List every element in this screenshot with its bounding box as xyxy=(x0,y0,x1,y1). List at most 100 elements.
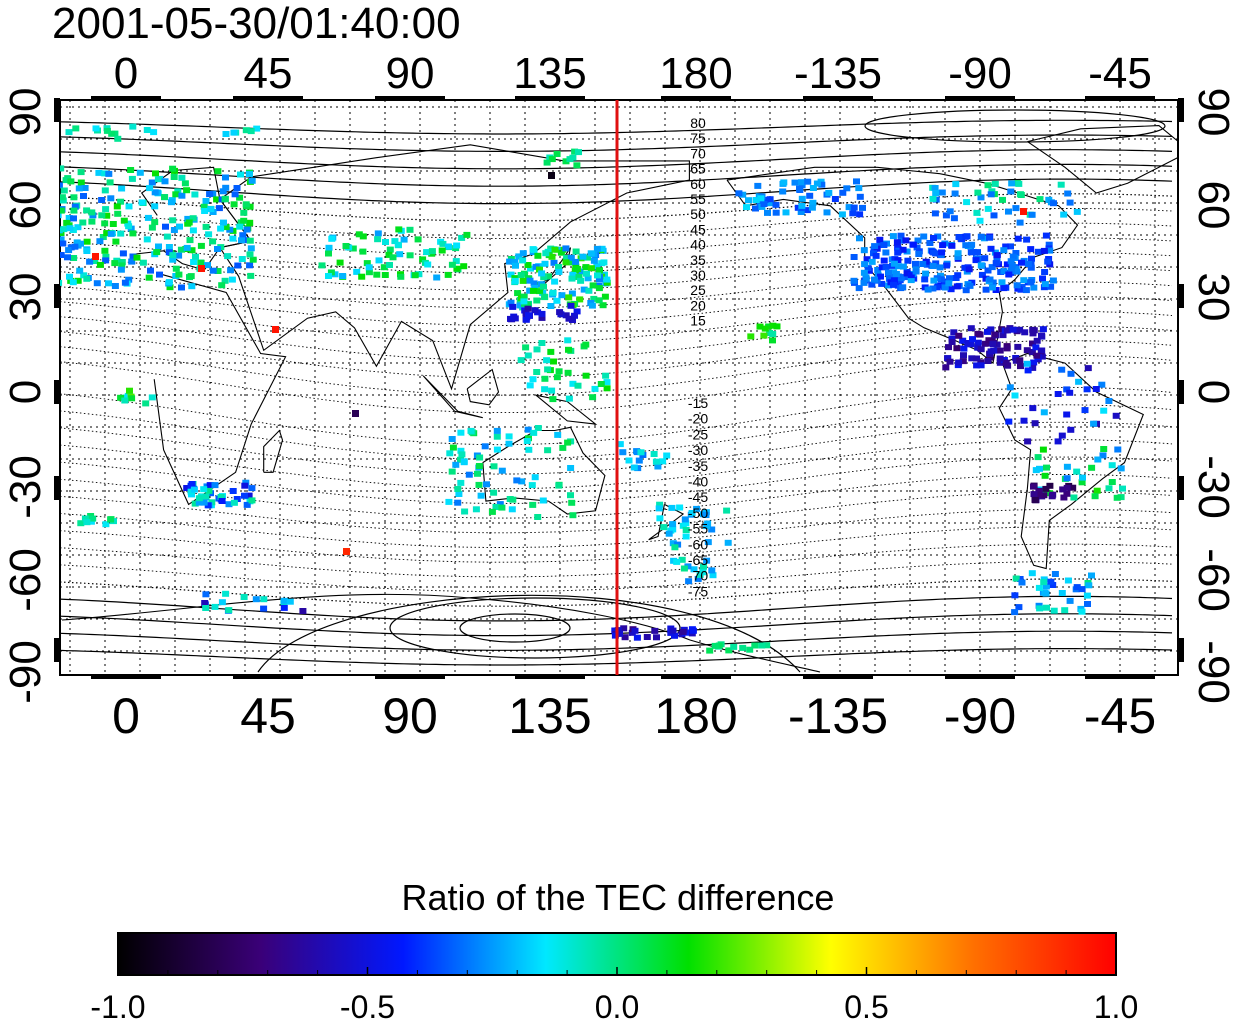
tec-pixel xyxy=(992,287,1000,293)
tec-pixel xyxy=(1035,491,1043,498)
tec-pixel xyxy=(114,135,122,142)
tec-pixel xyxy=(1000,247,1008,254)
tec-pixel xyxy=(764,209,771,216)
tec-pixel xyxy=(517,272,525,278)
tec-pixel xyxy=(1108,479,1116,485)
colorbar-ticks xyxy=(117,967,1117,975)
tec-pixel xyxy=(798,182,806,189)
tec-pixel xyxy=(977,262,985,269)
tec-pixel xyxy=(204,262,211,269)
tec-pixel xyxy=(669,526,677,533)
tec-pixel xyxy=(246,219,254,226)
tec-pixel xyxy=(534,252,542,259)
tec-pixel xyxy=(83,238,91,245)
y-tick-label-right: 0 xyxy=(1189,380,1238,404)
tec-pixel xyxy=(872,252,880,259)
tec-pixel xyxy=(148,394,156,401)
tec-pixel xyxy=(959,358,967,365)
tec-pixel xyxy=(651,627,659,634)
tec-pixel xyxy=(555,482,563,489)
contour-label: -75 xyxy=(688,583,708,599)
frame-tick xyxy=(515,675,585,679)
tec-pixel xyxy=(1040,284,1048,291)
tec-pixel xyxy=(389,254,397,261)
tec-pixel xyxy=(248,485,256,492)
tec-pixel xyxy=(699,569,707,576)
tec-pixel xyxy=(1078,586,1086,593)
tec-pixel xyxy=(1038,353,1046,360)
tec-pixel xyxy=(75,185,83,192)
frame-tick xyxy=(1178,284,1184,308)
tec-pixel xyxy=(511,315,519,322)
tec-pixel xyxy=(133,254,141,261)
tec-pixel xyxy=(214,268,222,274)
tec-pixel xyxy=(544,273,552,280)
tec-pixel xyxy=(942,212,950,219)
tec-pixel xyxy=(397,273,405,280)
tec-pixel xyxy=(897,232,905,239)
tec-pixel xyxy=(723,507,731,514)
tec-pixel xyxy=(861,261,869,268)
tec-pixel xyxy=(240,594,248,600)
tec-pixel xyxy=(1021,329,1029,336)
tec-pixel xyxy=(172,191,180,198)
tec-pixel xyxy=(932,190,940,196)
frame-tick xyxy=(1085,96,1155,100)
tec-pixel xyxy=(505,440,513,447)
tec-pixel xyxy=(77,169,85,176)
tec-pixel xyxy=(515,253,523,260)
tec-pixel xyxy=(142,400,150,407)
tec-pixel xyxy=(544,447,552,454)
contour-label: -20 xyxy=(688,411,708,427)
tec-pixel xyxy=(101,247,109,254)
tec-pixel xyxy=(544,366,552,373)
tec-pixel xyxy=(183,244,191,251)
tec-pixel xyxy=(128,175,136,182)
tec-pixel xyxy=(621,634,629,641)
tec-pixel xyxy=(325,244,333,251)
tec-pixel xyxy=(374,230,382,237)
tec-pixel xyxy=(151,189,159,196)
tec-pixel xyxy=(616,630,623,637)
tec-pixel xyxy=(562,158,570,165)
tec-pixel xyxy=(1093,487,1101,494)
tec-pixel xyxy=(914,237,922,244)
tec-pixel xyxy=(988,264,996,271)
tec-pixel xyxy=(538,270,546,277)
tec-pixel xyxy=(593,263,601,270)
tec-pixel xyxy=(172,265,180,272)
tec-pixel xyxy=(177,246,185,253)
tec-pixel xyxy=(170,227,178,233)
contour-label: 75 xyxy=(690,130,706,146)
tec-pixel xyxy=(616,441,624,448)
tec-pixel xyxy=(568,290,576,297)
tec-pixel xyxy=(195,495,203,502)
tec-pixel xyxy=(585,287,593,294)
tec-pixel xyxy=(993,252,1001,259)
tec-pixel xyxy=(1000,285,1008,292)
tec-pixel xyxy=(156,271,163,278)
tec-pixel xyxy=(520,298,528,305)
tec-pixel xyxy=(907,272,915,279)
tec-pixel xyxy=(1064,190,1072,197)
tec-pixel xyxy=(358,273,366,280)
tec-pixel xyxy=(1083,592,1091,599)
tec-pixel xyxy=(415,271,423,278)
tec-pixel xyxy=(597,381,605,387)
tec-pixel xyxy=(780,179,788,186)
tec-pixel xyxy=(1015,180,1023,187)
tec-pixel xyxy=(52,236,59,242)
tec-pixel xyxy=(573,308,581,315)
tec-pixel xyxy=(448,468,456,475)
tec-pixel xyxy=(88,209,96,216)
contour-label: -70 xyxy=(688,568,708,584)
tec-pixel xyxy=(739,191,747,198)
tec-pixel xyxy=(551,278,559,285)
tec-pixel xyxy=(656,515,664,522)
tec-pixel xyxy=(962,287,970,294)
tec-pixel xyxy=(1030,483,1037,490)
tec-pixel xyxy=(359,233,367,240)
tec-pixel xyxy=(524,262,532,268)
tec-pixel xyxy=(899,263,907,270)
tec-pixel xyxy=(959,337,967,344)
